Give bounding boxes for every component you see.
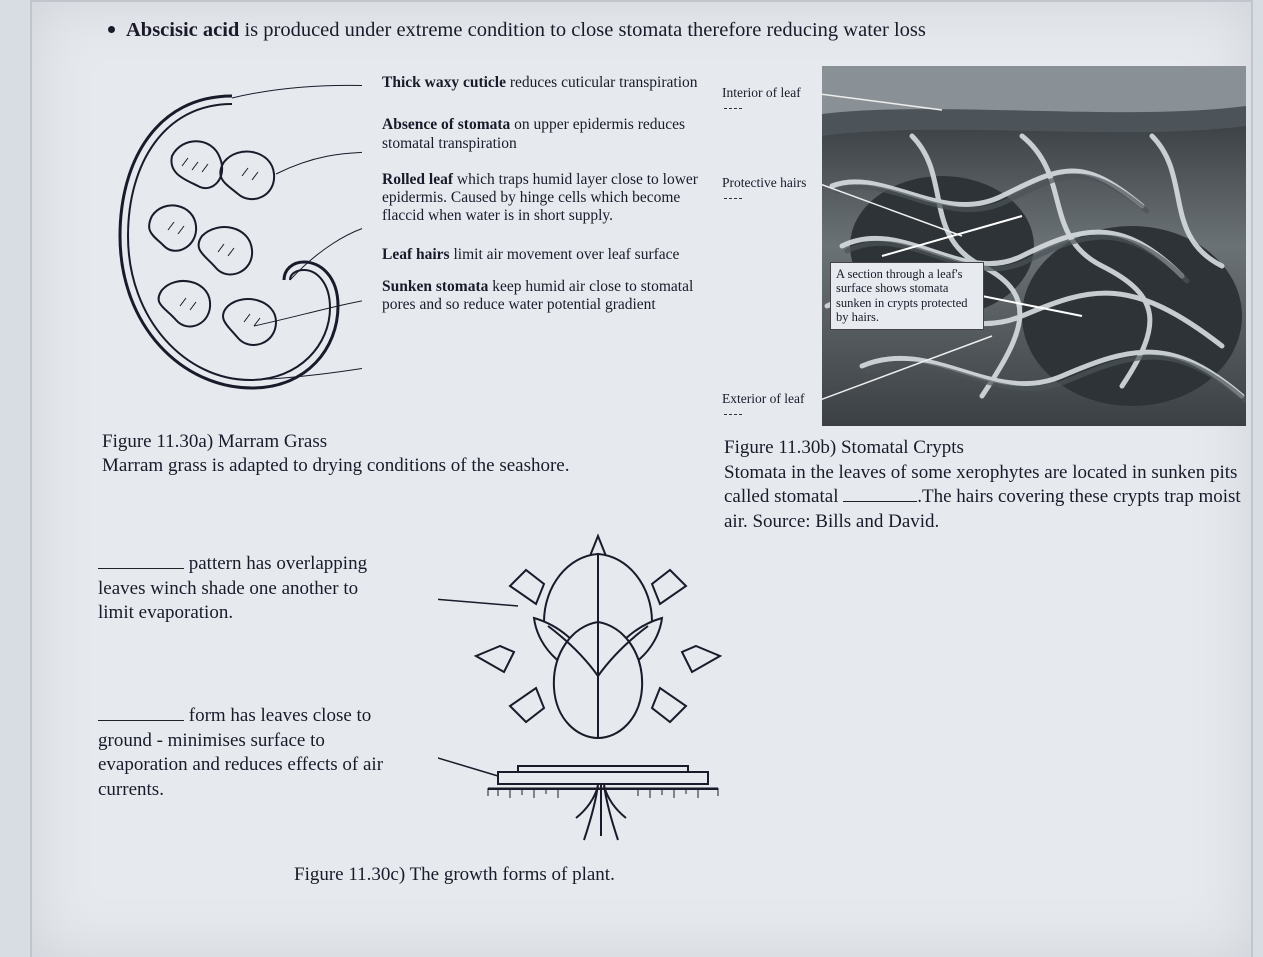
label-sunken-stomata: Sunken stomata keep humid air close to s… xyxy=(382,278,712,315)
bullet-icon xyxy=(108,26,115,33)
sem-label-exterior: Exterior of leaf xyxy=(722,392,812,420)
label-absence-stomata: Absence of stomata on upper epidermis re… xyxy=(382,116,712,153)
sem-label-hairs: Protective hairs xyxy=(722,176,822,204)
blank-pattern xyxy=(98,554,184,569)
page: Abscisic acid is produced under extreme … xyxy=(30,0,1253,957)
sem-image-wrap: Interior of leaf Protective hairs Exteri… xyxy=(722,66,1246,426)
label-rolled-leaf: Rolled leaf which traps humid layer clos… xyxy=(382,171,712,226)
sem-label-interior: Interior of leaf xyxy=(722,86,812,114)
text-pattern: pattern has overlapping leaves winch sha… xyxy=(98,552,378,626)
blank-stomatal xyxy=(843,487,917,502)
marram-grass-diagram xyxy=(102,66,362,406)
label-leaf-hairs: Leaf hairs limit air movement over leaf … xyxy=(382,246,712,264)
bullet-rest: is produced under extreme condition to c… xyxy=(239,19,926,41)
bullet-bold: Abscisic acid xyxy=(126,19,239,41)
sem-annotation-box: A section through a leaf's surface shows… xyxy=(830,262,984,330)
figure-b-panel: Interior of leaf Protective hairs Exteri… xyxy=(722,66,1246,426)
text-form: form has leaves close to ground - minimi… xyxy=(98,704,398,803)
blank-form xyxy=(98,706,184,721)
figure-a-caption: Figure 11.30a) Marram Grass Marram grass… xyxy=(102,430,682,478)
figure-b-caption: Figure 11.30b) Stomatal Crypts Stomata i… xyxy=(724,436,1244,535)
figure-c-caption: Figure 11.30c) The growth forms of plant… xyxy=(294,864,615,886)
sem-micrograph xyxy=(822,66,1246,426)
plant-growth-diagram xyxy=(438,526,758,846)
bullet-point: Abscisic acid is produced under extreme … xyxy=(126,18,1211,43)
figure-a-labels: Thick waxy cuticle reduces cuticular tra… xyxy=(382,74,712,333)
label-thick-cuticle: Thick waxy cuticle reduces cuticular tra… xyxy=(382,74,712,92)
